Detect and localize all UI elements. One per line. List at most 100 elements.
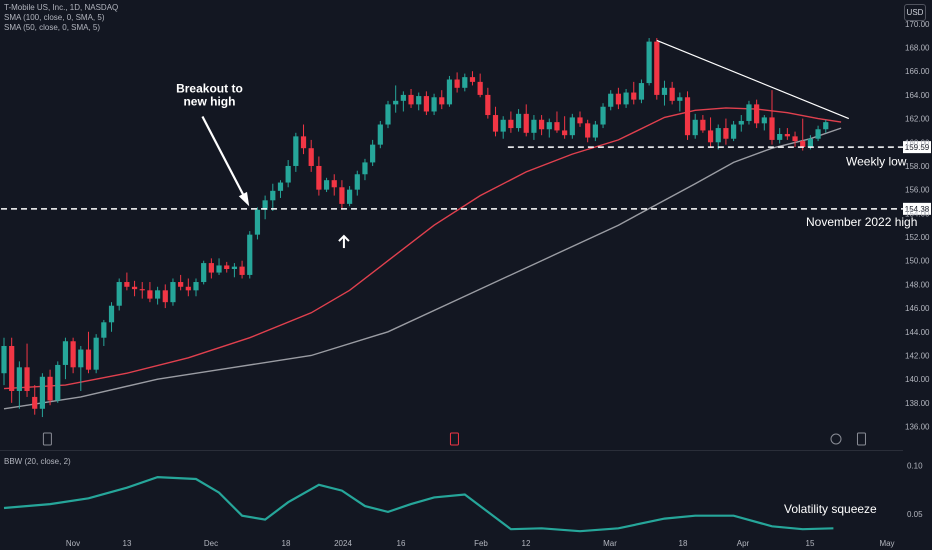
price-tick-label: 152.00 xyxy=(905,233,930,242)
candle-body xyxy=(608,93,614,107)
candle-body xyxy=(777,133,783,140)
candle-body xyxy=(669,87,675,101)
currency-button[interactable]: USD xyxy=(904,4,926,21)
candle-body xyxy=(577,117,583,124)
price-tick-label: 160.00 xyxy=(905,138,930,147)
volatility-squeeze-annotation: Volatility squeeze xyxy=(784,502,877,516)
candle-body xyxy=(707,130,714,143)
candle-body xyxy=(800,141,806,148)
candle-body xyxy=(654,41,660,95)
candle-body xyxy=(423,96,429,112)
candle-body xyxy=(500,119,506,132)
candle-body xyxy=(262,200,268,210)
bbw-line xyxy=(3,475,834,533)
candle-body xyxy=(239,266,245,275)
level-price-tag xyxy=(903,141,931,154)
time-tick-label: 18 xyxy=(282,539,291,548)
time-tick-label: May xyxy=(879,539,894,548)
candle-body xyxy=(370,144,376,163)
earnings-marker xyxy=(449,432,459,446)
axes: 159.59 154.38 136.00 138.00 140.00 142.00 144.… xyxy=(66,20,931,548)
price-tick-label: 154.00 xyxy=(905,209,930,218)
candle-body xyxy=(108,305,115,323)
candle-body xyxy=(131,286,138,290)
candle-body xyxy=(9,345,15,391)
candle-body xyxy=(508,119,514,129)
candle-body xyxy=(700,119,706,131)
sma50-legend: SMA (50, close, 0, SMA, 5) xyxy=(4,23,101,32)
candle-body xyxy=(16,367,22,391)
sma50-line xyxy=(3,107,842,390)
candle-body xyxy=(731,124,737,139)
candle-body xyxy=(393,100,399,105)
candle-body xyxy=(754,104,760,124)
candle-body xyxy=(339,187,345,204)
time-tick-label: 13 xyxy=(123,539,132,548)
candle-body xyxy=(469,77,476,82)
time-tick-label: Dec xyxy=(204,539,218,548)
candle-body xyxy=(531,119,537,133)
price-tick-label: 148.00 xyxy=(905,280,930,289)
candle-body xyxy=(270,190,276,201)
candle-body xyxy=(485,94,491,116)
candle-body xyxy=(285,165,291,183)
candle-body xyxy=(715,128,721,143)
breakout-arrow-head xyxy=(238,191,250,207)
candle-body xyxy=(546,122,552,130)
candle-body xyxy=(784,133,790,137)
price-tick-label: 136.00 xyxy=(905,423,930,432)
candle-body xyxy=(185,286,191,291)
candle-body xyxy=(116,282,122,306)
time-tick-label: 15 xyxy=(806,539,815,548)
time-tick-label: Apr xyxy=(737,539,750,548)
candle-body xyxy=(738,120,744,125)
candle-body xyxy=(631,92,637,100)
candle-body xyxy=(47,376,53,401)
candle-body xyxy=(723,128,729,139)
candle-body xyxy=(254,209,261,235)
candle-body xyxy=(70,341,76,368)
candle-body xyxy=(147,290,153,299)
level-price-label: 154.38 xyxy=(905,205,930,214)
candle-body xyxy=(454,79,460,88)
price-tick-label: 158.00 xyxy=(905,162,930,171)
weekly-low-annotation: Weekly low xyxy=(846,154,907,168)
bbw-pane: Volatility squeeze xyxy=(3,475,877,533)
candle-body xyxy=(815,129,821,139)
candle-body xyxy=(162,290,168,303)
candle-body xyxy=(385,104,391,125)
candle-body xyxy=(554,122,560,131)
candle-body xyxy=(362,162,368,175)
candle-body xyxy=(39,376,45,409)
breakout-arrow xyxy=(201,116,248,202)
candle-body xyxy=(377,124,383,145)
time-tick-label: 12 xyxy=(522,539,531,548)
candle-body xyxy=(592,124,598,138)
candle-body xyxy=(308,148,314,166)
candle-body xyxy=(208,263,214,273)
candle-body xyxy=(139,289,145,291)
candle-body xyxy=(323,180,330,190)
candle-body xyxy=(247,234,253,275)
candle-body xyxy=(600,106,606,125)
candle-body xyxy=(569,117,575,136)
candle-body xyxy=(439,97,445,105)
candle-body xyxy=(446,79,453,105)
candle-body xyxy=(300,136,307,149)
sma100-line xyxy=(3,127,842,410)
candle-body xyxy=(101,322,107,338)
price-tick-label: 164.00 xyxy=(905,91,930,100)
candle-body xyxy=(615,93,621,105)
candle-body xyxy=(293,136,299,166)
candle-body xyxy=(216,265,222,273)
time-tick-label: 2024 xyxy=(334,539,352,548)
candle-body xyxy=(539,119,545,130)
candle-body xyxy=(792,136,798,142)
candle-body xyxy=(277,182,284,191)
candle-body xyxy=(24,367,30,391)
candle-body xyxy=(178,282,184,287)
candle-body xyxy=(93,337,99,370)
chart-legend: T-Mobile US, Inc., 1D, NASDAQ SMA (100, … xyxy=(4,3,118,33)
candle-body xyxy=(562,130,568,136)
